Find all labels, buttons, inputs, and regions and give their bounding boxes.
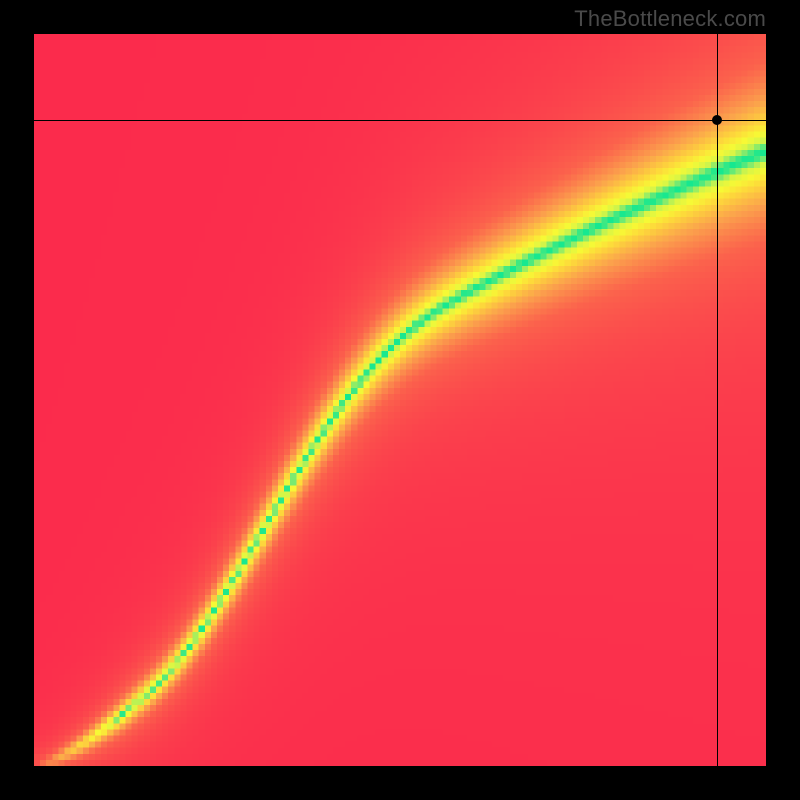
heatmap-canvas bbox=[34, 34, 766, 766]
watermark-text: TheBottleneck.com bbox=[574, 6, 766, 32]
crosshair-horizontal bbox=[34, 120, 766, 121]
crosshair-marker bbox=[712, 115, 722, 125]
crosshair-vertical bbox=[717, 34, 718, 766]
heatmap-plot bbox=[34, 34, 766, 766]
